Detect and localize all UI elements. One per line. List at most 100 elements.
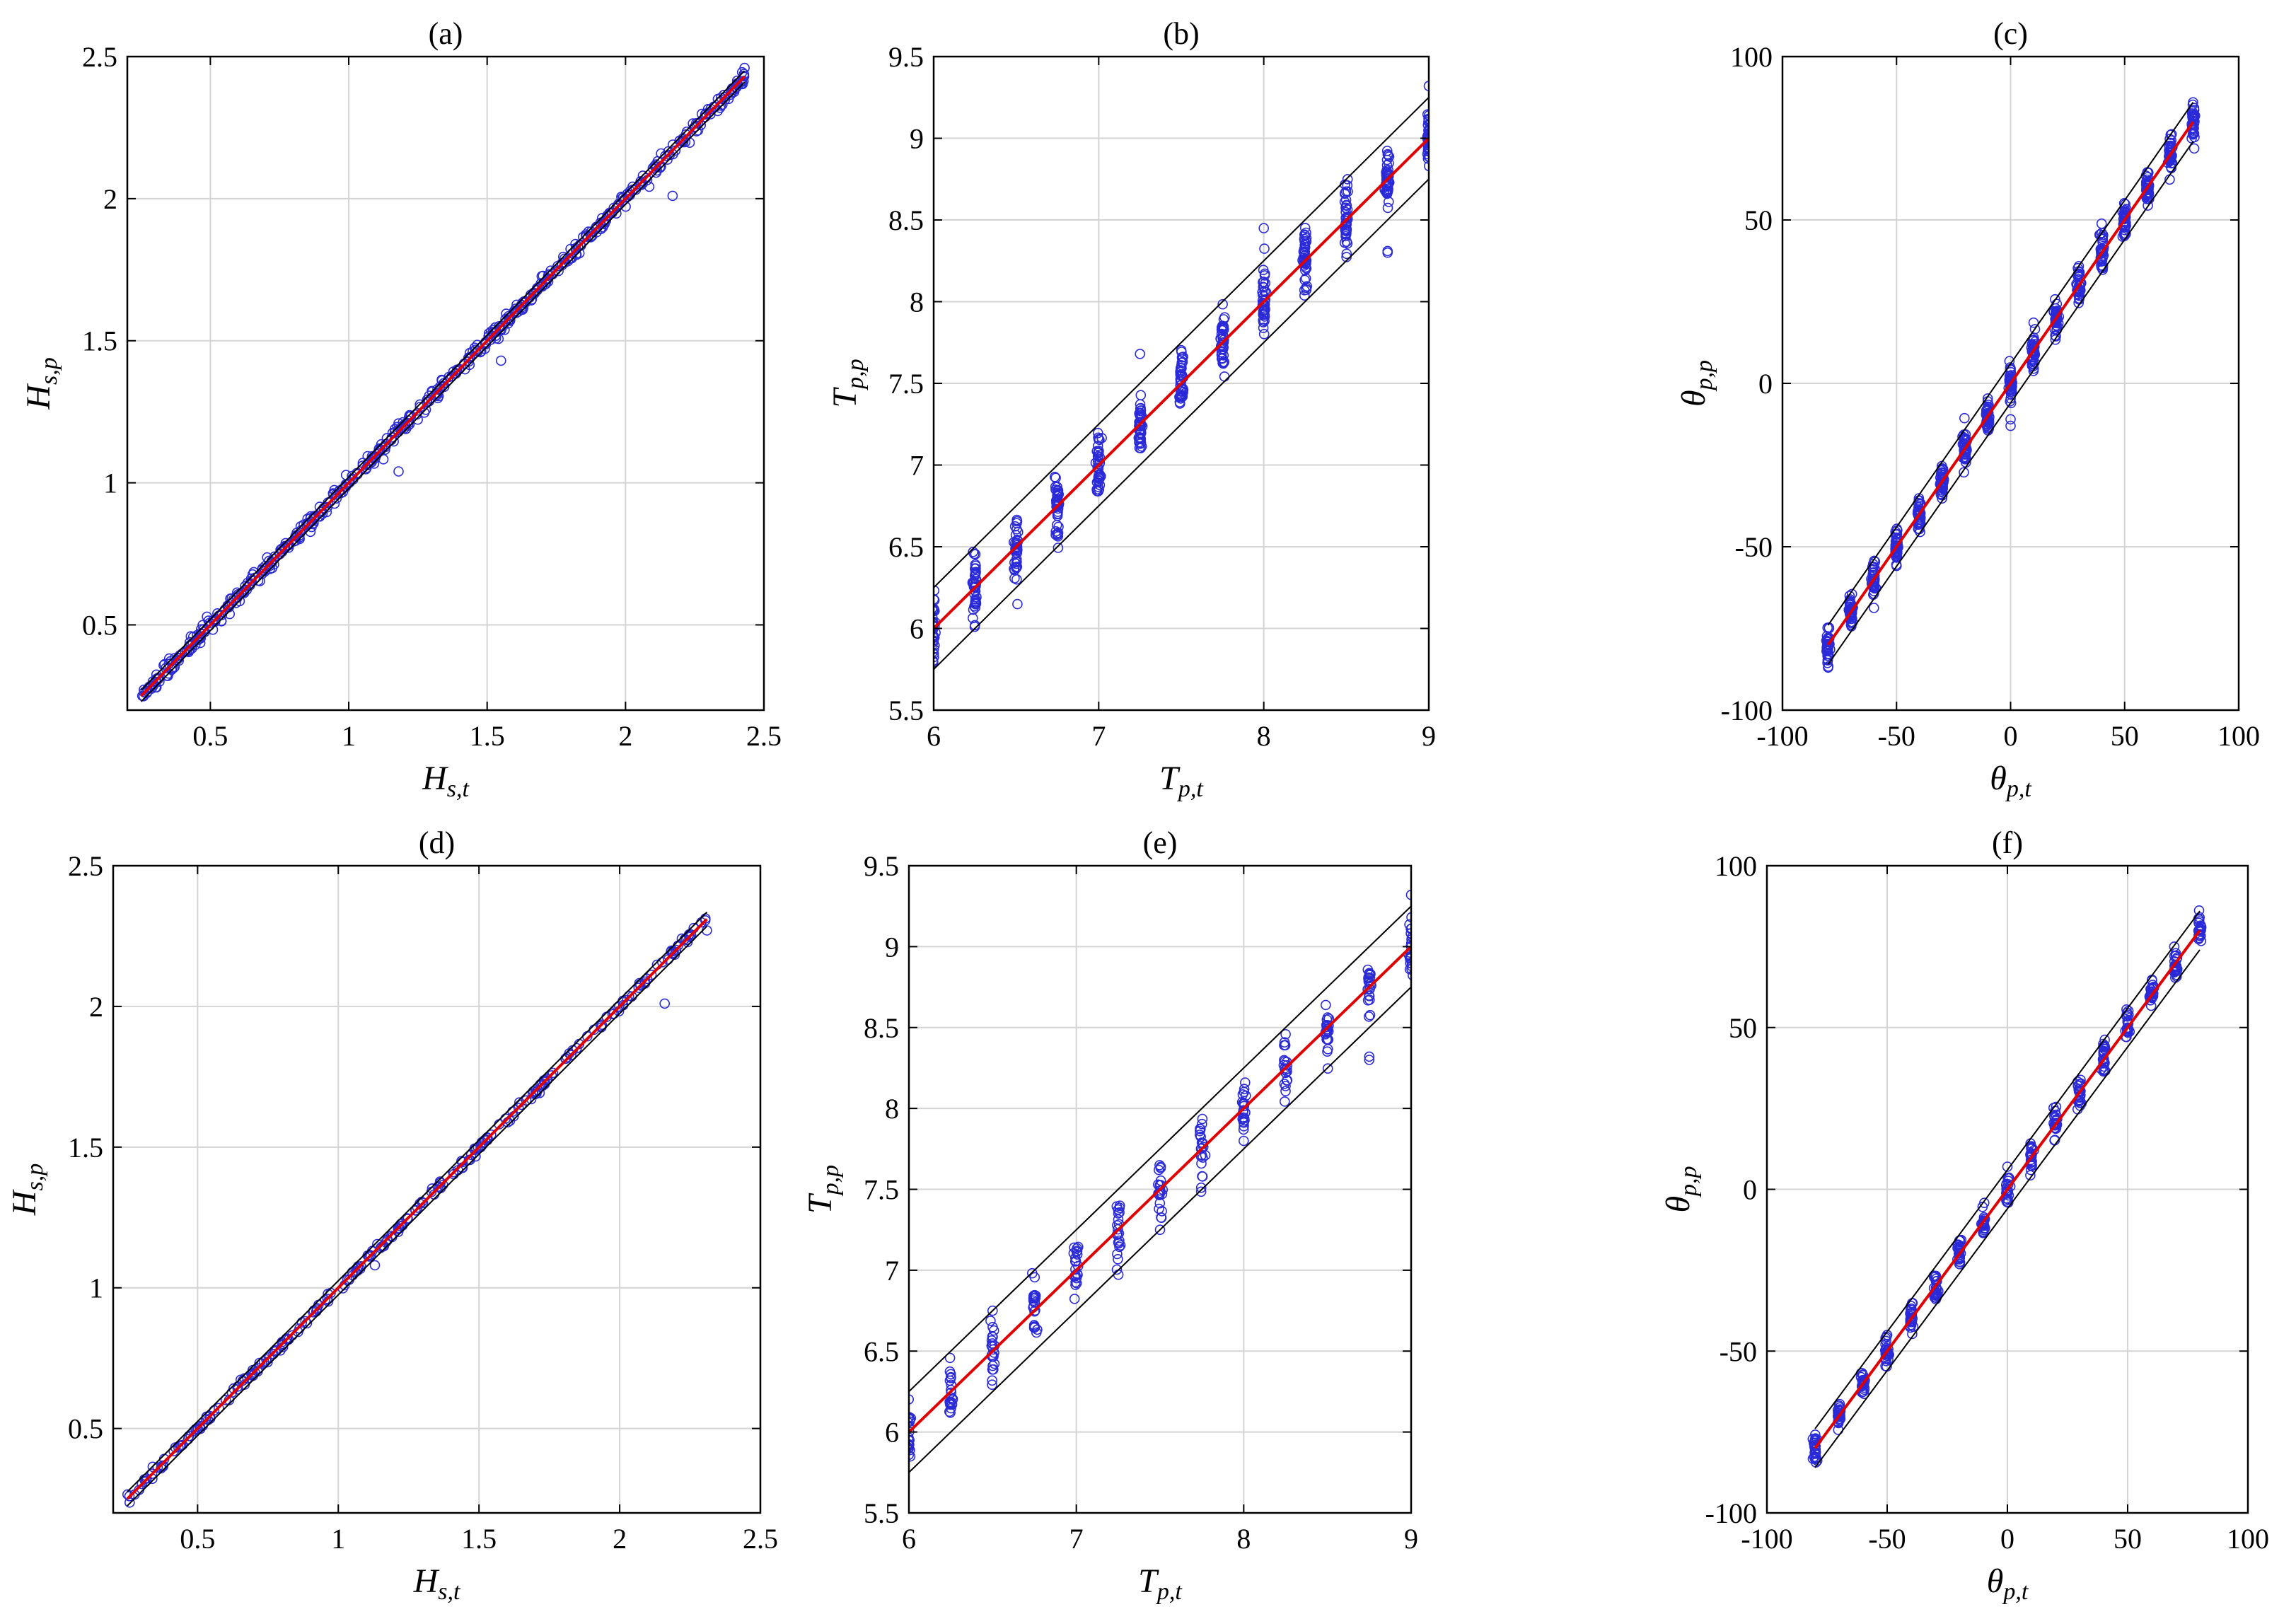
data-point <box>1846 607 1857 617</box>
data-point <box>2096 248 2106 260</box>
fit-line <box>140 75 746 697</box>
data-point <box>970 594 981 605</box>
x-axis-label: Tp,t <box>1159 760 1204 802</box>
data-point <box>1364 1009 1376 1021</box>
y-axis-label: Hs,p <box>20 357 62 410</box>
x-tick-label: 8 <box>1257 720 1271 752</box>
data-point <box>2005 376 2017 386</box>
chart-panel-4: 0.5 1 1.5 2 2.5 0.5 1 1.5 2 2.5 (d) Hs,t Hs,p <box>6 825 778 1605</box>
data-point <box>1011 541 1023 552</box>
data-point <box>1197 1118 1207 1130</box>
data-point <box>183 1431 195 1441</box>
data-point <box>1113 1214 1124 1225</box>
fit-line <box>1826 121 2195 646</box>
data-point <box>1030 1290 1041 1301</box>
data-point <box>417 1197 429 1208</box>
data-point <box>1217 337 1228 349</box>
y-tick-label: 9.5 <box>888 41 924 73</box>
y-tick-label: 9 <box>885 931 899 963</box>
y-tick-label: 100 <box>1730 41 1773 73</box>
x-tick-label: 0.5 <box>180 1523 215 1555</box>
y-tick-label: 0.5 <box>82 609 117 641</box>
data-point <box>472 1142 484 1153</box>
data-point <box>1217 298 1228 310</box>
data-point <box>2051 1119 2062 1130</box>
data-point <box>1259 268 1270 279</box>
data-point <box>2166 158 2176 169</box>
data-point <box>1342 180 1353 191</box>
panel-title: (a) <box>429 16 463 51</box>
y-tick-label: 6.5 <box>864 1335 899 1367</box>
data-point <box>1342 211 1352 222</box>
y-tick-label: -50 <box>1720 1335 1757 1367</box>
y-axis-label: Tp,p <box>826 359 869 407</box>
y-tick-label: 2 <box>103 183 117 215</box>
data-point <box>1135 425 1147 436</box>
x-tick-label: 1 <box>342 720 356 752</box>
data-point <box>656 148 666 159</box>
data-point <box>1364 1055 1375 1065</box>
data-point <box>1197 1113 1208 1125</box>
data-point <box>909 1394 914 1405</box>
data-point <box>1423 81 1429 91</box>
bound-line <box>1827 141 2194 665</box>
y-tick-label: 7.5 <box>864 1174 899 1206</box>
data-point <box>1094 434 1105 446</box>
data-point <box>1959 467 1969 478</box>
data-point <box>1891 532 1902 543</box>
data-point <box>1408 970 1411 980</box>
data-point <box>2005 420 2016 431</box>
x-tick-label: 9 <box>1422 720 1436 752</box>
data-point <box>1195 1125 1205 1137</box>
data-point <box>1364 968 1375 979</box>
data-point <box>2188 143 2200 154</box>
data-point <box>1978 1224 1989 1236</box>
data-point <box>262 552 273 563</box>
data-point <box>1364 984 1375 994</box>
data-point <box>988 1364 999 1375</box>
data-point <box>1259 304 1270 315</box>
y-tick-label: 7 <box>885 1255 899 1287</box>
data-point <box>1260 286 1272 298</box>
data-point <box>987 1344 999 1355</box>
data-point <box>1322 1046 1333 1057</box>
plot-area <box>137 62 750 702</box>
data-point <box>232 1384 243 1395</box>
data-point <box>1050 471 1060 482</box>
data-point <box>1134 431 1145 443</box>
data-point <box>1029 1297 1040 1308</box>
data-point <box>436 374 447 385</box>
data-point <box>987 1379 997 1390</box>
data-point <box>258 1356 269 1367</box>
data-point <box>1052 511 1063 521</box>
plot-area <box>909 889 1411 1473</box>
y-tick-label: 6 <box>885 1417 899 1449</box>
data-point <box>1091 446 1102 457</box>
data-point <box>944 1352 956 1364</box>
panel-title: (c) <box>1993 16 2028 51</box>
data-point <box>1406 912 1411 923</box>
data-point <box>1217 353 1227 364</box>
y-tick-label: 8 <box>885 1093 899 1125</box>
data-point <box>667 190 678 202</box>
data-point <box>1195 1130 1205 1140</box>
data-point <box>1866 578 1877 589</box>
y-tick-label: 8.5 <box>864 1012 899 1044</box>
data-point <box>1258 328 1270 340</box>
data-point <box>1197 1171 1207 1182</box>
data-point <box>2029 324 2041 335</box>
x-tick-label: 7 <box>1069 1523 1084 1555</box>
data-point <box>2050 313 2061 325</box>
data-point <box>1114 1202 1125 1213</box>
data-point <box>934 631 939 642</box>
data-point <box>1425 117 1429 129</box>
data-point <box>1423 110 1429 121</box>
data-point <box>987 1375 997 1386</box>
data-point <box>1050 484 1061 495</box>
x-tick-label: -50 <box>1868 1523 1906 1555</box>
data-point <box>1113 1254 1123 1265</box>
data-point <box>934 603 937 614</box>
data-point <box>987 1331 998 1342</box>
data-point <box>2194 929 2205 939</box>
data-point <box>659 998 671 1009</box>
